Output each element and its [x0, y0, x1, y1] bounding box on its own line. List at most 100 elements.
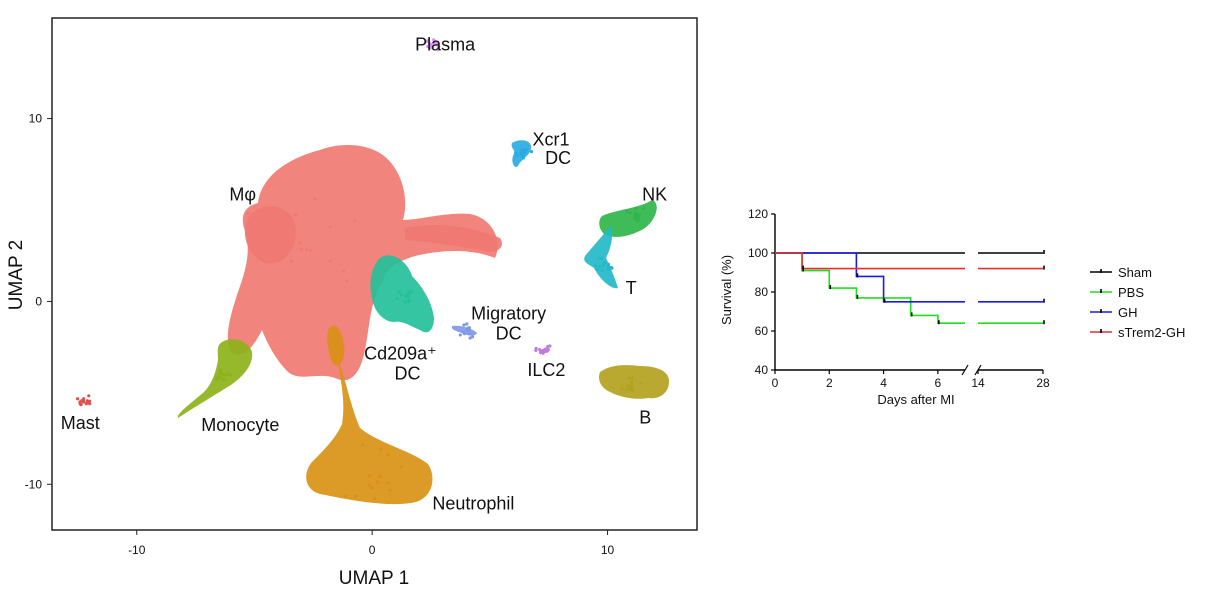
umap-cell-point — [628, 211, 632, 215]
umap-cell-point — [600, 268, 604, 272]
umap-cell-point — [399, 293, 403, 297]
umap-cell-point — [529, 150, 534, 154]
survival-x-tick-label: 4 — [880, 376, 887, 390]
survival-x-axis-label: Days after MI — [877, 392, 954, 407]
umap-cluster-m — [227, 145, 502, 381]
umap-cell-point — [470, 335, 475, 339]
umap-cell-point — [426, 39, 430, 43]
survival-axes: 120 100 80 60 400 2 4 6 14 28 — [748, 207, 1050, 390]
umap-cell-point — [430, 44, 434, 48]
legend-item-pbs: PBS — [1090, 285, 1144, 300]
umap-cell-point — [436, 47, 440, 52]
umap-cell-point — [633, 216, 637, 221]
umap-cell-point — [630, 376, 634, 380]
umap-cell-point — [361, 443, 365, 447]
umap-cell-point — [370, 486, 374, 490]
umap-cell-point — [88, 399, 92, 403]
umap-cell-point — [328, 259, 333, 263]
umap-cell-point — [399, 465, 403, 469]
umap-label-cd209a: Cd209a⁺ — [364, 344, 437, 364]
umap-label-plasma: Plasma — [415, 35, 476, 55]
series-pbs — [775, 252, 1045, 325]
umap-cell-point — [538, 348, 542, 352]
survival-x-tick-label: 14 — [971, 376, 985, 390]
umap-cell-point — [641, 206, 645, 211]
umap-cell-point — [461, 330, 465, 334]
series-gh — [775, 252, 1045, 303]
umap-cell-point — [221, 377, 225, 381]
umap-cell-point — [299, 247, 304, 252]
survival-plot: 120 100 80 60 400 2 4 6 14 28 Days after MI Survi… — [719, 207, 1185, 407]
umap-cell-point — [373, 496, 377, 500]
legend-item-sham: Sham — [1090, 265, 1152, 280]
umap-cell-point — [637, 214, 641, 219]
umap-cell-point — [403, 300, 407, 304]
umap-cell-point — [378, 474, 382, 479]
umap-cell-point — [458, 333, 462, 337]
umap-label-ilc2: ILC2 — [527, 360, 565, 380]
umap-cell-point — [343, 494, 348, 498]
umap-cell-point — [468, 336, 472, 340]
umap-cell-point — [388, 488, 392, 492]
survival-y-axis-label: Survival (%) — [719, 255, 734, 325]
umap-cell-point — [82, 397, 86, 401]
umap-cell-point — [462, 323, 466, 327]
umap-cell-point — [223, 378, 228, 382]
umap-cell-point — [217, 375, 222, 379]
umap-cell-point — [407, 291, 411, 295]
umap-cluster-b — [599, 365, 670, 399]
umap-cluster-cd209a — [370, 255, 434, 333]
umap-cell-point — [79, 403, 83, 407]
umap-y-tick-label: 10 — [29, 112, 43, 126]
umap-cell-point — [513, 151, 518, 155]
series-line-pbs — [775, 252, 965, 325]
umap-cell-point — [223, 373, 227, 377]
umap-cell-point — [465, 322, 469, 326]
umap-cell-point — [467, 332, 472, 336]
umap-cell-point — [88, 402, 92, 406]
umap-cell-point — [308, 249, 312, 253]
survival-lines — [775, 250, 1045, 325]
umap-cell-point — [426, 44, 430, 49]
umap-x-tick-label: -10 — [128, 543, 146, 557]
umap-cell-point — [229, 373, 233, 377]
umap-cell-point — [524, 147, 528, 152]
legend-label: GH — [1118, 305, 1138, 320]
umap-cluster-neutrophil — [306, 325, 433, 505]
survival-y-tick-label: 80 — [755, 285, 769, 299]
umap-cell-point — [406, 293, 410, 297]
umap-cell-point — [81, 400, 85, 404]
umap-cell-point — [515, 153, 519, 157]
umap-cell-point — [328, 225, 332, 229]
umap-cell-point — [87, 394, 91, 398]
umap-cell-point — [631, 388, 635, 393]
umap-cell-point — [633, 206, 638, 211]
umap-cluster-shape — [599, 365, 670, 399]
legend-label: PBS — [1118, 285, 1144, 300]
umap-cell-point — [341, 269, 345, 273]
umap-cell-point — [597, 256, 602, 260]
umap-label-neutrophil: Neutrophil — [432, 494, 514, 514]
umap-cell-point — [386, 452, 390, 457]
umap-cell-point — [629, 385, 634, 389]
umap-cell-point — [353, 494, 358, 499]
umap-cell-point — [410, 290, 414, 294]
umap-cell-point — [542, 349, 546, 353]
umap-cell-point — [294, 212, 298, 217]
umap-cell-point — [215, 378, 219, 382]
survival-y-tick-label: 100 — [748, 246, 768, 260]
umap-cluster-labels: MφPlasmaXcr1DCNKTCd209a⁺DCMigratoryDCILC… — [61, 35, 667, 514]
umap-cluster-t — [584, 226, 618, 289]
umap-cell-point — [298, 241, 302, 245]
umap-label-monocyte: Monocyte — [201, 415, 279, 435]
legend-item-strem2-gh: sTrem2-GH — [1090, 325, 1185, 340]
umap-label-dc: DC — [545, 148, 571, 168]
umap-cell-point — [379, 447, 383, 452]
umap-cell-point — [397, 290, 401, 294]
umap-cluster-shape — [177, 339, 253, 418]
umap-label-m: Mφ — [229, 185, 256, 205]
umap-cell-point — [627, 386, 631, 391]
survival-x-tick-label: 2 — [826, 376, 833, 390]
